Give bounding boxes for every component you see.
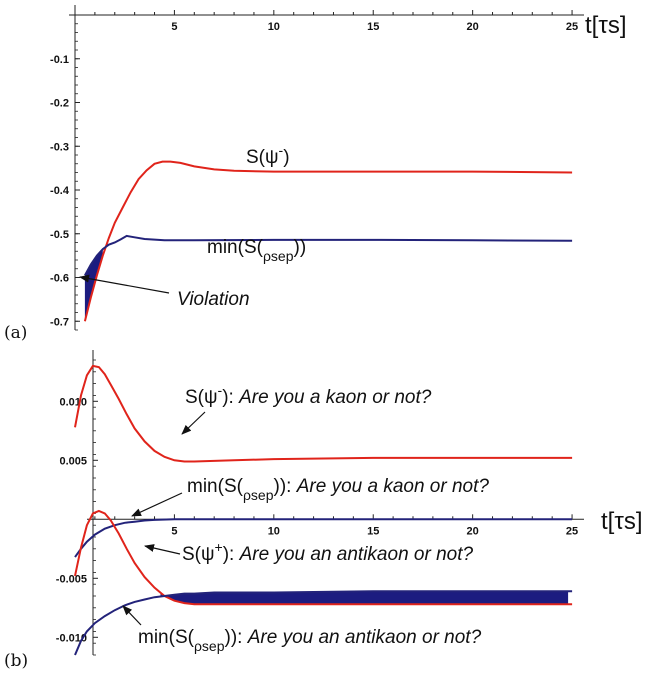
annotation-violation: Violation (177, 289, 250, 310)
x-tick-label: 20 (467, 525, 479, 537)
y-tick-label: -0.1 (50, 54, 69, 66)
x-tick-label: 20 (467, 21, 479, 33)
panel-a: 5 10 15 20 25 -0.1 -0.2 -0.3 -0.4 -0.5 -0.6 -0.7 t… (4, 5, 626, 343)
panel-a-x-ticks: 5 10 15 20 25 (94, 10, 578, 33)
annotation-b-min-s-kaon: min(S(ρsep)): Are you a kaon or not? (187, 476, 489, 503)
series-s-psi-minus-kaon-line (74, 364, 573, 463)
arrow-b-s-psi-minus (181, 411, 206, 435)
y-tick-label: 0.010 (59, 396, 87, 408)
x-tick-label: 10 (268, 21, 280, 33)
y-tick-label: -0.5 (50, 229, 69, 241)
annotation-b-min-s-antikaon: min(S(ρsep)): Are you an antikaon or not… (138, 627, 482, 654)
y-tick-label: -0.6 (50, 273, 69, 285)
antikaon-shaded-region (160, 591, 569, 605)
y-tick-label: -0.2 (50, 98, 69, 110)
x-tick-label: 25 (566, 21, 578, 33)
x-tick-label: 15 (367, 21, 379, 33)
annotation-b-s-psi-minus: S(ψ-): Are you a kaon or not? (185, 382, 432, 408)
series-min-s-rho-sep-antikaon-line (74, 590, 573, 656)
panel-a-label: (a) (4, 323, 27, 343)
arrow-b-min-s-antikaon (122, 605, 142, 626)
x-tick-label: 25 (566, 525, 578, 537)
arrow-b-min-s-kaon (131, 492, 183, 517)
series-min-s-rho-sep-line (84, 234, 573, 276)
x-tick-label: 10 (268, 525, 280, 537)
panel-b: 5 10 15 20 25 0.010 0.005 -0.005 -0.010 t[τs] S… (4, 350, 642, 671)
series-s-psi-plus-antikaon-line (74, 509, 573, 606)
panel-b-x-axis-label: t[τs] (601, 508, 642, 535)
y-tick-label: -0.005 (56, 573, 87, 585)
y-tick-label: 0.005 (59, 455, 87, 467)
y-tick-label: -0.010 (56, 632, 87, 644)
panel-b-label: (b) (4, 651, 28, 671)
panel-a-y-ticks: -0.1 -0.2 -0.3 -0.4 -0.5 -0.6 -0.7 (50, 14, 80, 331)
panel-b-y-ticks: 0.010 0.005 -0.005 -0.010 (56, 359, 98, 656)
panel-b-x-ticks: 5 10 15 20 25 (94, 514, 578, 537)
panel-a-axes (69, 5, 584, 330)
x-tick-label: 5 (171, 525, 177, 537)
series-s-psi-minus-line (83, 160, 573, 322)
annotation-b-s-psi-plus: S(ψ+): Are you an antikaon or not? (182, 539, 473, 565)
panel-a-x-axis-label: t[τs] (585, 12, 626, 39)
arrow-b-s-psi-plus (144, 544, 181, 555)
annotation-min-s-rho-sep: min(S(ρsep)) (207, 237, 306, 264)
violation-arrow (79, 274, 170, 294)
annotation-s-psi-minus: S(ψ-) (246, 142, 290, 168)
x-tick-label: 5 (171, 21, 177, 33)
series-min-s-rho-sep-kaon-line (74, 518, 573, 558)
y-tick-label: -0.7 (50, 316, 69, 328)
x-tick-label: 15 (367, 525, 379, 537)
y-tick-label: -0.3 (50, 141, 69, 153)
y-tick-label: -0.4 (50, 185, 70, 197)
